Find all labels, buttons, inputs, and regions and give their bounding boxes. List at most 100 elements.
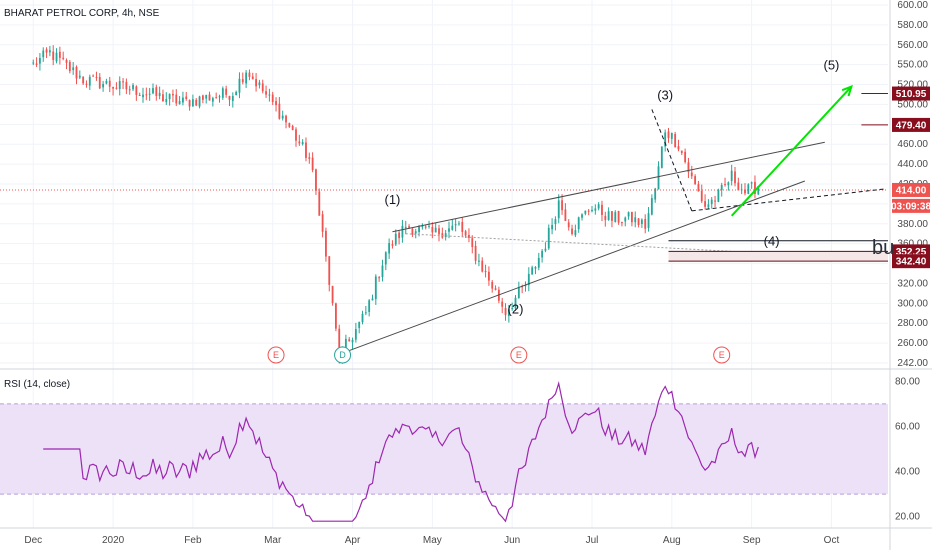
candle [241,72,244,85]
candle-body [657,166,660,190]
candle-body [511,307,514,309]
candle-body [108,80,111,87]
event-circle [510,346,528,364]
candle [704,194,706,210]
candle [461,217,464,237]
candle-body [674,133,677,148]
candle-body [275,101,277,106]
candle [727,181,730,191]
candle [611,210,613,228]
candle [448,221,450,239]
candle-body [757,185,760,195]
time-axis[interactable]: Dec 2020 Feb Mar Apr May Jun Jul Aug Sep Oct [24,535,839,546]
candle-body [85,83,88,85]
candle-body [710,199,713,205]
candle [45,47,48,59]
candle-body [75,66,78,79]
candle-body [607,211,610,221]
price-axis[interactable]: 242.00260.00280.00300.00320.00340.00360.… [891,0,931,369]
candle-body [730,170,733,182]
candle [468,228,470,243]
candle [135,85,138,101]
candle-body [122,81,124,83]
candle-body [185,96,188,99]
candle-body [411,228,414,235]
candle-body [571,228,573,235]
candle-body [491,281,494,289]
candle [554,216,557,231]
candle [158,86,161,100]
candle-body [621,222,623,224]
candle-body [647,213,650,229]
candle [401,219,404,243]
candle-body [72,67,75,71]
candle-body [351,339,354,343]
candle-body [364,312,367,314]
candle-body [118,81,121,89]
candle [650,194,653,216]
candle-body [65,60,68,63]
candle [454,218,457,232]
candle [567,219,570,231]
event-circle [713,346,731,364]
candle [710,197,713,209]
candle-body [461,221,464,232]
candle-body [428,225,430,227]
drawings [0,84,888,354]
candle [750,181,753,189]
candle [700,184,703,204]
candle-body [95,77,98,79]
green-arrow-head [841,84,853,97]
price-tick-label: 300.00 [897,298,928,309]
candle-body [680,150,683,154]
candle [42,47,45,62]
candle [557,194,560,224]
candle [68,60,71,74]
candle [371,294,374,301]
candle [434,222,437,233]
price-tag-label: 414.00 [896,185,927,196]
candle-body [92,75,95,77]
rsi-band [0,403,888,495]
candle [624,216,627,227]
candle-body [344,338,347,348]
time-tick-label: Oct [824,535,840,546]
candle-body [727,182,730,186]
candle [541,249,544,263]
candle [378,275,381,282]
wave-label: (4) [764,234,780,249]
candle [211,96,214,107]
candle [291,124,294,131]
candle [142,87,144,103]
candle-body [414,231,417,234]
candle-body [295,129,297,141]
candle-body [611,211,613,221]
candle [494,285,497,291]
candle [724,177,726,187]
candle-body [241,79,244,83]
candle-body [88,76,91,86]
candle-body [537,257,540,268]
candle [431,222,434,239]
candle-body [747,184,750,194]
candle-body [98,77,101,89]
candles [32,45,760,364]
time-tick-label: Apr [345,535,361,546]
candle-body [654,188,657,200]
candle [487,266,490,286]
candle-body [182,97,184,103]
candle [414,228,417,239]
price-tick-label: 560.00 [897,40,928,51]
candle [388,238,391,259]
candle [218,94,221,103]
rsi-axis[interactable]: 20.00 40.00 60.00 80.00 [895,376,920,522]
candle [640,218,643,228]
candle-body [374,276,377,300]
candle [261,79,264,94]
candle-body [58,51,61,58]
time-tick-label: Jun [504,535,520,546]
candle [258,79,261,89]
candle-body [221,88,224,98]
